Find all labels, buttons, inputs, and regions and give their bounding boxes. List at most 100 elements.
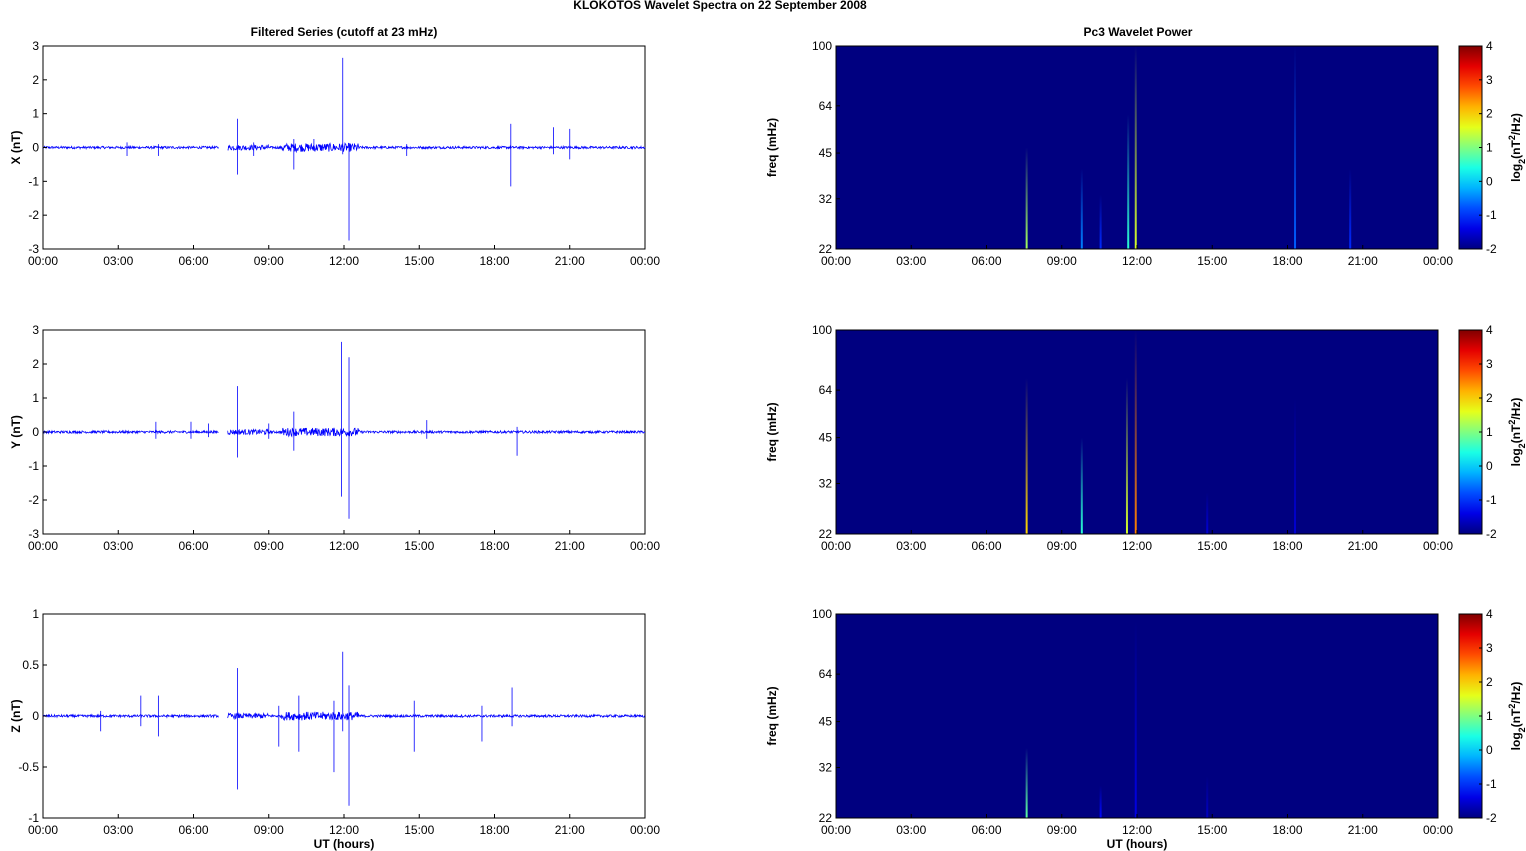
x-tick-label: 15:00	[1197, 823, 1227, 837]
x-tick-label: 09:00	[254, 254, 284, 268]
colorbar-label: log2(nT2/Hz)	[1507, 682, 1526, 751]
x-tick-label: 09:00	[254, 539, 284, 553]
x-tick-label: 09:00	[1047, 539, 1077, 553]
y-axis-label: X (nT)	[9, 131, 23, 165]
x-tick-label: 03:00	[896, 254, 926, 268]
x-tick-label: 21:00	[555, 823, 585, 837]
colorbar-tick-label: 1	[1486, 709, 1493, 723]
y-tick-label: 1	[32, 391, 39, 405]
colorbar-tick-label: -2	[1486, 527, 1497, 541]
x-tick-label: 06:00	[178, 539, 208, 553]
colorbar-tick-label: -1	[1486, 208, 1497, 222]
x-tick-label: 06:00	[178, 254, 208, 268]
colorbar-tick-label: 4	[1486, 607, 1493, 621]
power-burst	[1025, 147, 1028, 249]
y-axis-label: Y (nT)	[9, 415, 23, 449]
power-burst	[1099, 785, 1102, 818]
power-burst	[1127, 114, 1130, 249]
y-tick-label: 45	[819, 431, 833, 445]
power-burst	[1294, 46, 1297, 249]
power-burst	[1125, 378, 1128, 534]
colorbar-tick-label: 2	[1486, 675, 1493, 689]
power-burst	[1349, 168, 1352, 249]
x-axis-label: UT (hours)	[314, 837, 375, 851]
y-axis-label: freq (mHz)	[765, 402, 779, 461]
colorbar-tick-label: -1	[1486, 777, 1497, 791]
y-tick-label: 22	[819, 242, 833, 256]
colorbar-tick-label: 0	[1486, 459, 1493, 473]
x-tick-label: 00:00	[28, 254, 58, 268]
y-axis-label: Z (nT)	[9, 699, 23, 732]
x-power-panel: 00:00 03:00 06:00 09:00 12:00 15:00 18:00 21:00…	[765, 39, 1526, 268]
x-tick-label: 15:00	[1197, 254, 1227, 268]
colorbar-tick-label: 2	[1486, 107, 1493, 121]
colorbar-label: log2(nT2/Hz)	[1507, 113, 1526, 182]
y-tick-label: 0	[32, 709, 39, 723]
y-tick-label: 2	[32, 357, 39, 371]
x-tick-label: 03:00	[896, 539, 926, 553]
y-tick-label: 32	[819, 477, 833, 491]
x-tick-label: 18:00	[1272, 254, 1302, 268]
x-tick-label: 09:00	[254, 823, 284, 837]
y-tick-label: 1	[32, 107, 39, 121]
colorbar-tick-label: 1	[1486, 425, 1493, 439]
x-tick-label: 12:00	[1122, 254, 1152, 268]
colorbar-tick-label: 3	[1486, 357, 1493, 371]
y-tick-label: 2	[32, 73, 39, 87]
colorbar-tick-label: -2	[1486, 811, 1497, 825]
z-power-panel: 00:00 03:00 06:00 09:00 12:00 15:00 18:00 21:00…	[765, 607, 1526, 851]
y-series-panel: 00:00 03:00 06:00 09:00 12:00 15:00 18:00 21:00…	[9, 323, 660, 553]
x-tick-label: 15:00	[404, 539, 434, 553]
x-tick-label: 06:00	[971, 539, 1001, 553]
y-tick-label: -1	[28, 174, 39, 188]
x-tick-label: 15:00	[1197, 539, 1227, 553]
y-tick-label: 100	[812, 39, 832, 53]
x-tick-label: 06:00	[178, 823, 208, 837]
x-tick-label: 12:00	[1122, 823, 1152, 837]
x-tick-label: 12:00	[1122, 539, 1152, 553]
colorbar-tick-label: 3	[1486, 73, 1493, 87]
x-tick-label: 00:00	[1423, 254, 1453, 268]
x-tick-label: 21:00	[555, 254, 585, 268]
x-tick-label: 09:00	[1047, 254, 1077, 268]
colorbar	[1458, 45, 1483, 250]
power-background	[836, 614, 1438, 818]
y-tick-label: -1	[28, 459, 39, 473]
y-tick-label: 3	[32, 323, 39, 337]
x-tick-label: 12:00	[329, 254, 359, 268]
x-tick-label: 00:00	[630, 254, 660, 268]
right-column-title: Pc3 Wavelet Power	[1084, 25, 1193, 39]
y-tick-label: -0.5	[18, 760, 39, 774]
power-burst	[1134, 330, 1137, 534]
x-tick-label: 15:00	[404, 823, 434, 837]
x-tick-label: 12:00	[329, 539, 359, 553]
x-tick-label: 18:00	[479, 254, 509, 268]
left-column-title: Filtered Series (cutoff at 23 mHz)	[251, 25, 438, 39]
colorbar-tick-label: 2	[1486, 391, 1493, 405]
x-tick-label: 00:00	[630, 539, 660, 553]
y-tick-label: 3	[32, 39, 39, 53]
figure-title: KLOKOTOS Wavelet Spectra on 22 September…	[573, 0, 867, 12]
x-tick-label: 00:00	[1423, 823, 1453, 837]
x-tick-label: 18:00	[1272, 823, 1302, 837]
x-tick-label: 18:00	[479, 823, 509, 837]
y-tick-label: -3	[28, 527, 39, 541]
y-tick-label: -3	[28, 242, 39, 256]
x-tick-label: 00:00	[821, 539, 851, 553]
colorbar-tick-label: -1	[1486, 493, 1497, 507]
power-burst	[1134, 620, 1137, 818]
y-tick-label: 45	[819, 146, 833, 160]
colorbar-tick-label: 0	[1486, 743, 1493, 757]
y-tick-label: 0.5	[22, 658, 39, 672]
x-tick-label: 03:00	[896, 823, 926, 837]
x-tick-label: 18:00	[1272, 539, 1302, 553]
colorbar-tick-label: 4	[1486, 39, 1493, 53]
x-tick-label: 03:00	[103, 254, 133, 268]
colorbar-tick-label: 1	[1486, 141, 1493, 155]
power-burst	[1080, 168, 1083, 249]
x-tick-label: 21:00	[555, 539, 585, 553]
colorbar-tick-label: 0	[1486, 174, 1493, 188]
x-tick-label: 06:00	[971, 254, 1001, 268]
x-tick-label: 21:00	[1348, 823, 1378, 837]
x-tick-label: 00:00	[1423, 539, 1453, 553]
